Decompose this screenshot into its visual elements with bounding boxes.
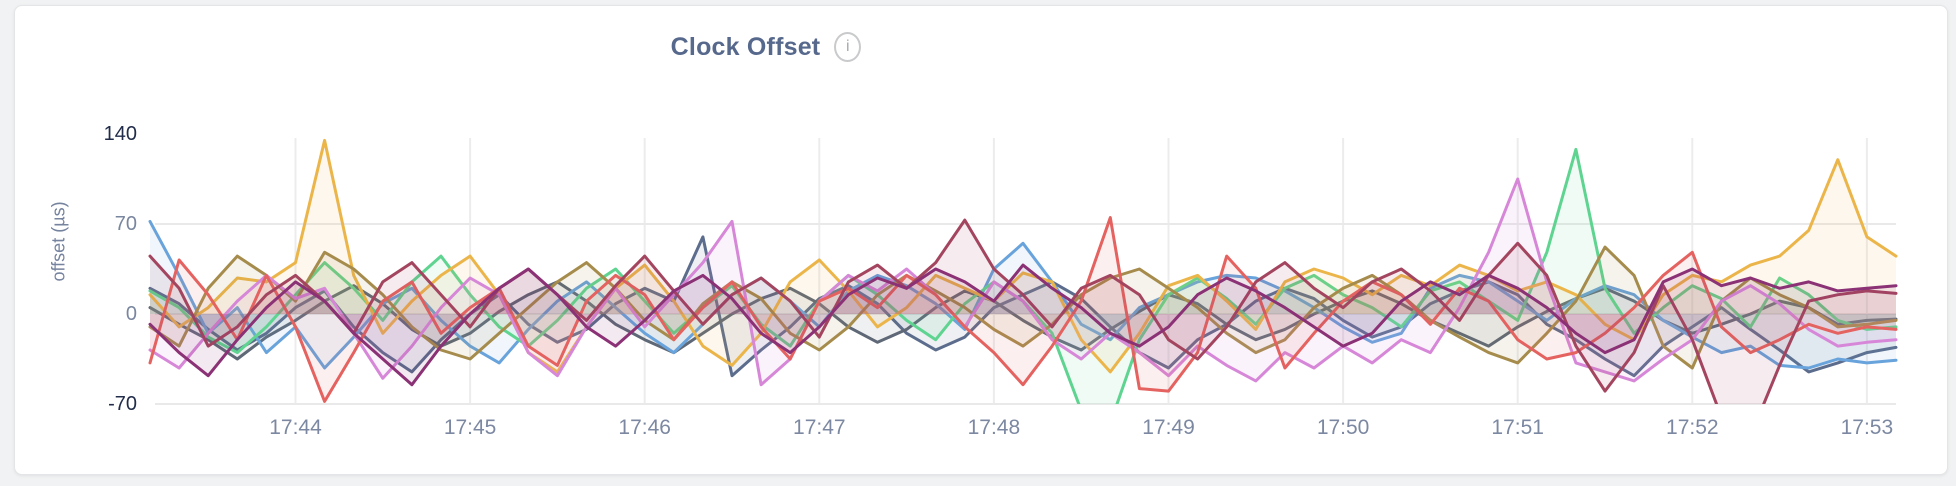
series-area-red bbox=[150, 217, 1896, 402]
info-icon[interactable]: i bbox=[834, 32, 862, 62]
x-tick-label-1753: 17:53 bbox=[1840, 416, 1894, 439]
y-tick-label-70: 70 bbox=[114, 213, 137, 235]
series-line-gold[interactable] bbox=[148, 138, 1898, 374]
series-area-olive bbox=[150, 247, 1896, 368]
y-tick-label--70: -70 bbox=[108, 393, 137, 415]
x-tick-label-1748: 17:48 bbox=[967, 416, 1021, 439]
clock-offset-card: Clock Offset i offset (µs) 140 70 0 -70 17:… bbox=[14, 5, 1948, 475]
series-line-red[interactable] bbox=[148, 216, 1898, 403]
info-icon-glyph: i bbox=[846, 38, 850, 55]
x-tick-label-1746: 17:46 bbox=[618, 416, 671, 439]
y-tick-label-140: 140 bbox=[103, 123, 137, 145]
gridlines bbox=[155, 138, 1896, 405]
series-area-slate bbox=[150, 236, 1896, 376]
x-tick-label-1745: 17:45 bbox=[443, 416, 497, 439]
x-tick-label-1747: 17:47 bbox=[793, 416, 846, 439]
series-line-wine[interactable] bbox=[148, 218, 1898, 436]
x-tick-label-1750: 17:50 bbox=[1316, 416, 1370, 439]
chart-header: Clock Offset i bbox=[15, 32, 1517, 62]
x-tick-label-1749: 17:49 bbox=[1142, 416, 1195, 439]
chart-title: Clock Offset bbox=[670, 32, 821, 61]
series-line-olive[interactable] bbox=[148, 245, 1898, 370]
clock-offset-chart[interactable] bbox=[15, 6, 1947, 466]
x-tick-label-1744: 17:44 bbox=[269, 416, 322, 439]
series-line-plum[interactable] bbox=[148, 263, 1898, 387]
series-line-orchid[interactable] bbox=[148, 177, 1898, 387]
y-tick-label-0: 0 bbox=[125, 303, 137, 325]
x-tick-label-1751: 17:51 bbox=[1491, 416, 1544, 439]
series-area-gold bbox=[150, 140, 1896, 372]
series-area-wine bbox=[150, 220, 1896, 404]
x-tick-label-1752: 17:52 bbox=[1666, 416, 1719, 439]
